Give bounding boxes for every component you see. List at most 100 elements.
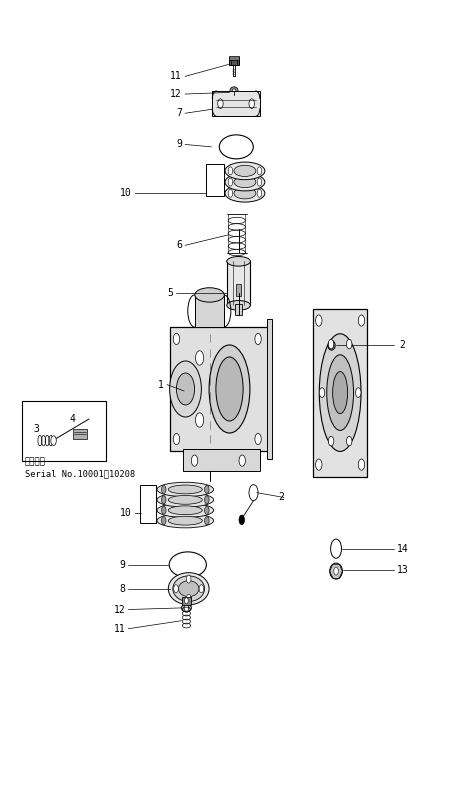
Text: 7: 7	[176, 108, 182, 118]
Bar	[212, 91, 260, 116]
Text: 2: 2	[399, 340, 405, 351]
Bar	[230, 56, 239, 60]
Ellipse shape	[173, 576, 205, 601]
Circle shape	[205, 496, 209, 504]
Ellipse shape	[225, 185, 265, 202]
Text: 9: 9	[119, 559, 125, 570]
Circle shape	[162, 517, 166, 525]
Circle shape	[328, 339, 334, 349]
Circle shape	[191, 455, 198, 466]
Circle shape	[257, 178, 262, 186]
Circle shape	[174, 584, 178, 592]
Bar	[230, 57, 239, 65]
Bar	[236, 284, 241, 296]
Ellipse shape	[168, 517, 202, 525]
Circle shape	[205, 485, 209, 493]
Ellipse shape	[230, 87, 238, 95]
Circle shape	[185, 597, 188, 604]
Circle shape	[51, 436, 56, 446]
Bar	[170, 327, 269, 451]
Text: 5: 5	[167, 288, 173, 297]
Circle shape	[186, 594, 191, 602]
Text: 8: 8	[119, 584, 125, 594]
Circle shape	[205, 517, 209, 525]
Bar	[227, 261, 250, 305]
Text: 1: 1	[158, 380, 164, 389]
Circle shape	[249, 99, 254, 109]
Text: 10: 10	[120, 509, 132, 518]
Bar	[182, 596, 191, 604]
Ellipse shape	[168, 496, 202, 505]
Circle shape	[319, 388, 325, 397]
Circle shape	[218, 99, 223, 109]
Text: 3: 3	[34, 425, 39, 434]
Text: 12: 12	[113, 604, 125, 614]
Circle shape	[186, 575, 191, 583]
Circle shape	[199, 584, 204, 592]
Bar	[235, 304, 242, 315]
Ellipse shape	[195, 288, 224, 302]
Ellipse shape	[232, 89, 236, 93]
Ellipse shape	[234, 188, 256, 199]
Text: 4: 4	[70, 414, 76, 424]
Circle shape	[239, 515, 245, 525]
Ellipse shape	[168, 573, 209, 604]
Circle shape	[162, 485, 166, 493]
Bar	[195, 295, 224, 327]
Ellipse shape	[157, 503, 213, 517]
Text: 6: 6	[176, 240, 182, 251]
Ellipse shape	[157, 492, 213, 507]
Circle shape	[239, 455, 246, 466]
Text: 13: 13	[397, 565, 409, 575]
Text: 9: 9	[176, 139, 182, 149]
Ellipse shape	[157, 513, 213, 528]
Circle shape	[174, 334, 179, 345]
Circle shape	[228, 189, 233, 197]
Bar	[22, 401, 106, 461]
Bar	[267, 319, 272, 459]
Text: Serial No.10001～10208: Serial No.10001～10208	[24, 470, 135, 479]
Circle shape	[316, 315, 322, 326]
Ellipse shape	[330, 563, 342, 579]
Circle shape	[347, 339, 352, 349]
Bar	[313, 309, 367, 476]
Circle shape	[257, 189, 262, 197]
Circle shape	[334, 567, 338, 575]
Ellipse shape	[234, 165, 256, 177]
Text: 10: 10	[120, 189, 132, 198]
Ellipse shape	[157, 482, 213, 496]
Circle shape	[358, 315, 364, 326]
Circle shape	[176, 373, 195, 405]
Circle shape	[358, 459, 364, 470]
Circle shape	[328, 436, 334, 446]
Circle shape	[228, 178, 233, 186]
Circle shape	[255, 334, 261, 345]
Circle shape	[356, 388, 361, 397]
Circle shape	[205, 506, 209, 514]
Ellipse shape	[168, 485, 202, 494]
Ellipse shape	[181, 604, 191, 612]
Circle shape	[162, 506, 166, 514]
Ellipse shape	[227, 301, 250, 310]
Ellipse shape	[333, 372, 347, 413]
Ellipse shape	[179, 580, 199, 596]
Bar	[206, 164, 224, 197]
Circle shape	[196, 413, 204, 427]
Ellipse shape	[216, 357, 243, 421]
Bar	[183, 449, 260, 471]
Circle shape	[316, 459, 322, 470]
Ellipse shape	[227, 256, 250, 266]
Text: 12: 12	[170, 89, 182, 99]
Ellipse shape	[328, 341, 335, 350]
Text: 11: 11	[170, 72, 182, 81]
Text: 14: 14	[397, 544, 409, 554]
Circle shape	[228, 167, 233, 175]
Circle shape	[347, 436, 352, 446]
Ellipse shape	[209, 345, 250, 433]
Bar	[73, 430, 87, 439]
Ellipse shape	[327, 355, 353, 430]
Circle shape	[330, 343, 333, 348]
Circle shape	[255, 434, 261, 445]
Circle shape	[170, 361, 202, 417]
Circle shape	[196, 351, 204, 365]
